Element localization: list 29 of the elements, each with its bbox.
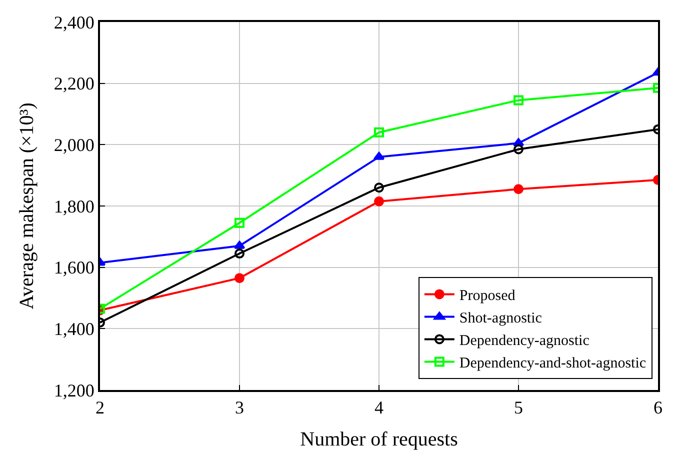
x-tick-label: 3: [235, 398, 244, 418]
y-tick-label: 1,800: [54, 196, 94, 216]
y-tick-label: 1,600: [54, 258, 94, 278]
y-tick-label: 1,200: [54, 380, 94, 400]
y-axis-title: Average makespan (×10³): [16, 102, 38, 310]
y-tick-label: 2,000: [54, 134, 94, 155]
point: [514, 184, 524, 194]
legend-label: Shot-agnostic: [459, 310, 542, 327]
point: [374, 127, 384, 138]
point: [234, 248, 244, 259]
y-tick-label: 2,200: [54, 74, 94, 94]
point: [234, 240, 246, 249]
x-tick-label: 2: [96, 398, 104, 418]
legend-label: Dependency-and-shot-agnostic: [459, 356, 646, 372]
point: [234, 273, 244, 284]
point: [373, 152, 385, 160]
x-tick-label: 6: [654, 398, 662, 418]
x-axis-title: Number of requests: [300, 428, 458, 451]
x-tick-label: 4: [374, 398, 384, 418]
point: [234, 218, 244, 228]
y-tick-label: 2,400: [54, 12, 94, 32]
legend-label: Proposed: [459, 288, 516, 304]
point: [374, 182, 384, 193]
y-tick-label: 1,400: [54, 318, 94, 339]
point: [514, 95, 524, 106]
point: [374, 196, 384, 206]
x-tick-label: 5: [514, 398, 523, 418]
point: [514, 144, 524, 154]
legend-label: Dependency-agnostic: [459, 333, 590, 350]
